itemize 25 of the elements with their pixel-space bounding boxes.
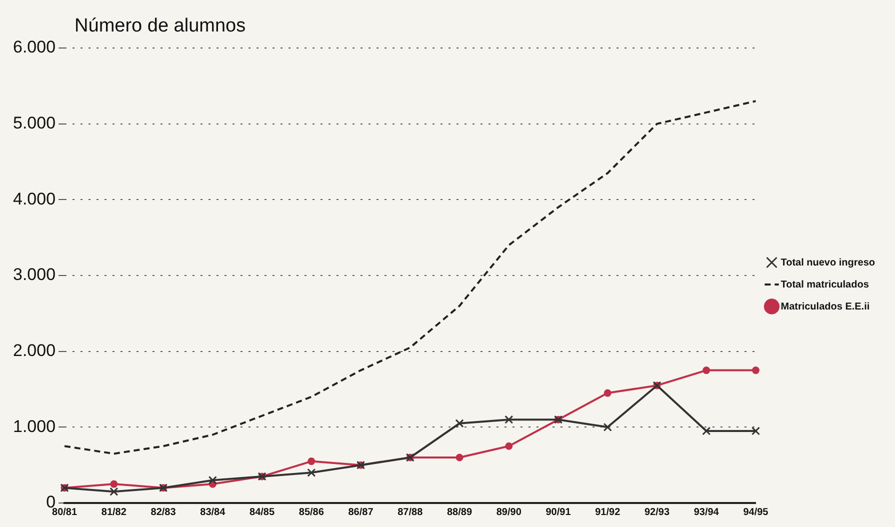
y-tick-label: 4.000 [12,189,56,208]
x-tick-label: 87/88 [398,506,424,518]
x-tick-label: 91/92 [595,506,621,518]
y-tick-label: 1.000 [12,416,56,436]
x-tick-label: 90/91 [546,506,572,518]
legend-label: Matriculados E.E.ii [780,301,870,312]
x-tick-label: 81/82 [101,506,127,518]
y-tick-label: 2.000 [12,341,56,360]
x-tick-label: 89/90 [496,506,522,518]
y-axis-title: Número de alumnos [74,16,246,37]
legend-label: Total nuevo ingreso [780,257,876,268]
legend-label: Total matriculados [780,279,870,290]
x-tick-label: 93/94 [694,506,720,518]
x-tick-label: 83/84 [200,506,226,518]
y-tick-label: 3.000 [12,265,56,284]
y-tick-label: 5.000 [12,114,56,133]
x-tick-label: 94/95 [743,506,769,518]
x-tick-label: 82/83 [150,506,176,518]
x-tick-label: 85/86 [298,506,324,518]
x-tick-label: 88/89 [446,506,472,518]
x-tick-label: 92/93 [644,506,670,518]
x-tick-label: 80/81 [52,506,78,518]
x-tick-label: 86/87 [348,506,374,518]
y-tick-label: 6.000 [12,38,56,57]
x-tick-label: 84/85 [250,506,275,518]
